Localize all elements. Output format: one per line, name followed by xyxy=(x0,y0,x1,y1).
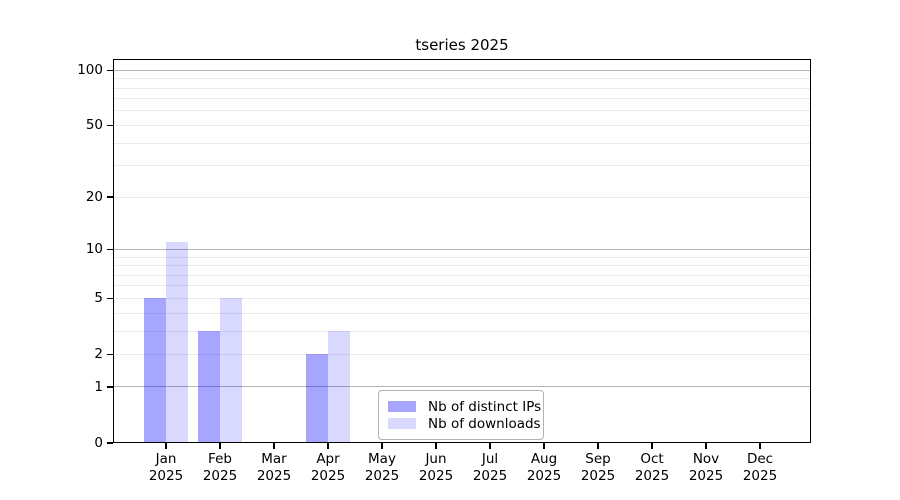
gridline-minor xyxy=(113,297,811,299)
year-label: 2025 xyxy=(472,468,508,484)
legend-swatch xyxy=(388,418,416,429)
gridline-minor xyxy=(113,353,811,355)
gridline-minor xyxy=(113,330,811,332)
year-label: 2025 xyxy=(688,468,724,484)
y-axis-tick xyxy=(107,124,113,127)
bar-distinct-ips-jan xyxy=(144,298,166,443)
year-label: 2025 xyxy=(256,468,292,484)
y-axis-label: 50 xyxy=(85,117,103,134)
x-axis-tick xyxy=(219,443,221,449)
month-label: Apr xyxy=(316,451,340,467)
year-label: 2025 xyxy=(364,468,400,484)
x-axis-label: Nov 2025 xyxy=(676,451,736,485)
legend-swatch xyxy=(388,401,416,412)
gridline-minor xyxy=(113,142,811,144)
gridline-minor xyxy=(113,312,811,314)
gridline-minor xyxy=(113,265,811,266)
gridline-minor xyxy=(113,285,811,287)
x-axis-tick xyxy=(543,443,545,449)
bar-distinct-ips-feb xyxy=(198,331,220,443)
y-axis-tick xyxy=(107,353,113,355)
y-axis-label: 1 xyxy=(94,379,103,395)
x-axis-label: Oct 2025 xyxy=(622,451,682,485)
year-label: 2025 xyxy=(310,468,346,484)
x-axis-tick xyxy=(273,443,275,449)
gridline-major xyxy=(113,248,811,250)
x-axis-tick xyxy=(651,443,653,449)
legend: Nb of distinct IPs Nb of downloads xyxy=(378,390,544,440)
x-axis-tick xyxy=(381,443,383,449)
month-label: Aug xyxy=(530,451,558,467)
month-label: Jun xyxy=(425,451,447,467)
legend-row: Nb of distinct IPs xyxy=(388,398,541,415)
x-axis-label: Aug 2025 xyxy=(514,451,574,485)
gridline-minor xyxy=(113,256,811,258)
x-axis-label: Jul 2025 xyxy=(460,451,520,485)
bar-distinct-ips-apr xyxy=(306,354,328,443)
month-label: Jan xyxy=(155,451,177,467)
gridline-minor xyxy=(113,110,811,112)
y-axis-tick xyxy=(107,69,113,71)
y-axis-tick xyxy=(107,196,113,198)
bar-downloads-apr xyxy=(328,331,350,443)
x-axis-label: Jan 2025 xyxy=(136,451,196,485)
y-axis-tick xyxy=(107,386,113,388)
legend-row: Nb of downloads xyxy=(388,415,541,432)
y-axis-label: 0 xyxy=(94,435,103,451)
bar-downloads-jan xyxy=(166,242,188,443)
x-axis-tick xyxy=(165,443,167,449)
bar-downloads-feb xyxy=(220,298,242,443)
x-axis-tick xyxy=(759,443,761,449)
month-label: May xyxy=(368,451,396,467)
gridline-minor xyxy=(113,165,811,167)
month-label: Oct xyxy=(640,451,664,467)
gridline-major xyxy=(113,69,811,71)
y-axis-label: 2 xyxy=(94,346,103,363)
x-axis-tick xyxy=(327,443,329,449)
x-axis-tick xyxy=(705,443,707,449)
x-axis-tick xyxy=(489,443,491,449)
year-label: 2025 xyxy=(580,468,616,484)
year-label: 2025 xyxy=(418,468,454,484)
y-axis-label: 5 xyxy=(94,290,103,307)
month-label: Jul xyxy=(481,451,499,467)
x-axis-label: Mar 2025 xyxy=(244,451,304,485)
month-label: Dec xyxy=(746,451,774,467)
x-axis-label: Apr 2025 xyxy=(298,451,358,485)
gridline-major xyxy=(113,386,811,388)
x-axis-label: Feb 2025 xyxy=(190,451,250,485)
x-axis-label: Sep 2025 xyxy=(568,451,628,485)
legend-label: Nb of downloads xyxy=(428,415,541,432)
gridline-minor xyxy=(113,98,811,100)
year-label: 2025 xyxy=(634,468,670,484)
month-label: Sep xyxy=(585,451,611,467)
gridline-minor xyxy=(113,78,811,80)
x-axis-label: Dec 2025 xyxy=(730,451,790,485)
y-axis-label: 10 xyxy=(85,241,103,258)
y-axis-label: 20 xyxy=(85,189,103,206)
year-label: 2025 xyxy=(148,468,184,484)
year-label: 2025 xyxy=(526,468,562,484)
y-axis-label: 100 xyxy=(77,62,103,79)
y-axis-tick xyxy=(107,248,113,250)
year-label: 2025 xyxy=(202,468,238,484)
x-axis-tick xyxy=(435,443,437,449)
gridline-minor xyxy=(113,196,811,198)
y-axis-tick xyxy=(107,442,113,444)
gridline-minor xyxy=(113,87,811,89)
y-axis-tick xyxy=(107,297,113,299)
month-label: Mar xyxy=(261,451,287,467)
legend-label: Nb of distinct IPs xyxy=(428,398,542,415)
gridline-minor xyxy=(113,274,811,276)
month-label: Nov xyxy=(692,451,720,467)
x-axis-label: May 2025 xyxy=(352,451,412,485)
plot-area: Nb of distinct IPs Nb of downloads 0 1 2 5 10… xyxy=(77,59,811,484)
year-label: 2025 xyxy=(742,468,778,484)
month-label: Feb xyxy=(208,451,232,467)
x-axis-label: Jun 2025 xyxy=(406,451,466,485)
gridline-minor xyxy=(113,124,811,126)
chart-title: tseries 2025 xyxy=(415,36,509,54)
x-axis-tick xyxy=(597,443,599,449)
